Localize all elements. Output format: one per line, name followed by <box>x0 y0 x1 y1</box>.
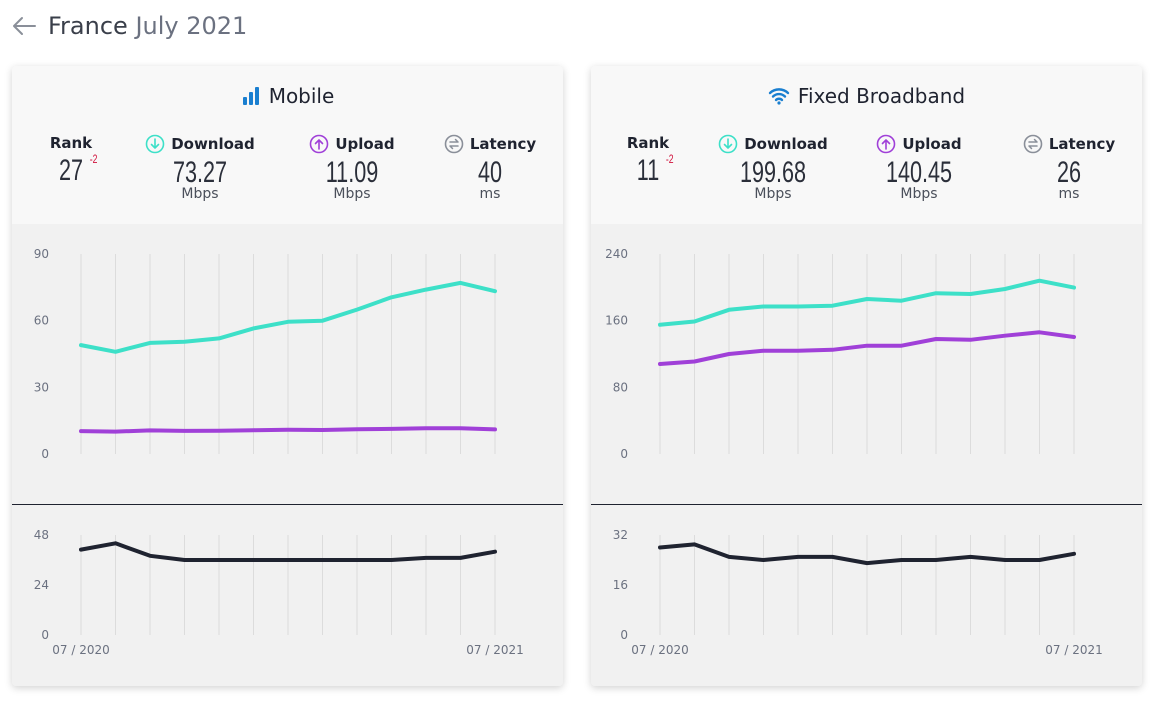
latency-value: 40 <box>477 156 503 189</box>
download-series-line <box>79 280 497 354</box>
wifi-icon <box>768 88 790 105</box>
signal-bars-icon <box>242 87 259 105</box>
download-value: 199.68 <box>739 156 807 189</box>
rank-change: -2 <box>89 152 98 166</box>
y-tick-label: 0 <box>620 447 628 461</box>
latency-series-line <box>79 541 497 562</box>
rank-value: 27 <box>58 154 84 187</box>
latency-icon <box>1023 134 1043 154</box>
x-axis-start-label: 07 / 2020 <box>52 643 109 657</box>
fixed-card-title: Fixed Broadband <box>591 84 1142 108</box>
latency-icon <box>444 134 464 154</box>
y-tick-label: 32 <box>613 528 628 542</box>
country-name: France <box>48 12 128 40</box>
rank-stat: Rank 27 -2 <box>42 134 100 188</box>
page-header: France July 2021 <box>10 8 247 44</box>
rank-change: -2 <box>665 152 674 166</box>
mobile-chart: 0 30 60 90 0 24 48 07 / 2020 07 / 2021 <box>34 247 524 657</box>
rank-label: Rank <box>49 134 93 152</box>
download-unit: Mbps <box>181 186 219 202</box>
y-tick-label: 240 <box>605 247 628 261</box>
back-arrow-icon[interactable] <box>10 12 38 40</box>
y-tick-label: 0 <box>41 447 49 461</box>
download-unit: Mbps <box>754 186 792 202</box>
upload-unit: Mbps <box>900 186 938 202</box>
x-axis-end-label: 07 / 2021 <box>1045 643 1102 657</box>
upload-stat: Upload 140.45 Mbps <box>863 134 975 202</box>
rank-value: 11 <box>636 154 660 187</box>
latency-value: 26 <box>1056 156 1082 189</box>
y-tick-label: 30 <box>34 380 49 394</box>
fixed-chart: 0 80 160 240 0 16 32 07 / 2020 07 / 2021 <box>605 247 1103 657</box>
latency-stat: Latency 40 ms <box>432 134 548 202</box>
latency-unit: ms <box>1058 186 1080 202</box>
latency-label: Latency <box>469 135 537 153</box>
upload-value: 140.45 <box>885 156 953 189</box>
latency-stat: Latency 26 ms <box>1011 134 1127 202</box>
upload-label: Upload <box>335 135 395 153</box>
upload-series-line <box>79 426 497 434</box>
upload-stat: Upload 11.09 Mbps <box>296 134 408 202</box>
download-arrow-icon <box>145 134 165 154</box>
download-arrow-icon <box>718 134 738 154</box>
latency-label: Latency <box>1048 135 1116 153</box>
x-axis-end-label: 07 / 2021 <box>466 643 523 657</box>
card-title-text: Mobile <box>268 84 335 108</box>
y-tick-label: 60 <box>34 314 49 328</box>
download-label: Download <box>744 135 828 153</box>
fixed-summary: Fixed Broadband Rank 11 -2 Download 199.6… <box>591 66 1142 224</box>
mobile-summary: Mobile Rank 27 -2 Download 73.27 Mbps Upl… <box>12 66 563 224</box>
upload-value: 11.09 <box>325 156 379 189</box>
rank-label: Rank <box>626 134 670 152</box>
y-tick-label: 48 <box>34 528 49 542</box>
download-stat: Download 199.68 Mbps <box>713 134 833 202</box>
x-axis-start-label: 07 / 2020 <box>631 643 688 657</box>
y-tick-label: 160 <box>605 314 628 328</box>
fixed-card: Fixed Broadband Rank 11 -2 Download 199.6… <box>591 66 1142 686</box>
latency-unit: ms <box>479 186 501 202</box>
y-tick-label: 90 <box>34 247 49 261</box>
y-tick-label: 0 <box>41 628 49 642</box>
y-tick-label: 80 <box>613 380 628 394</box>
upload-unit: Mbps <box>333 186 371 202</box>
mobile-card-title: Mobile <box>12 84 563 108</box>
month-label: July 2021 <box>135 12 248 40</box>
download-value: 73.27 <box>172 156 228 189</box>
card-title-text: Fixed Broadband <box>797 84 966 108</box>
upload-arrow-icon <box>310 134 329 154</box>
latency-series-line <box>658 542 1076 566</box>
y-tick-label: 0 <box>620 628 628 642</box>
page-title: France July 2021 <box>48 12 247 40</box>
download-label: Download <box>171 135 255 153</box>
y-tick-label: 24 <box>34 578 49 592</box>
download-series-line <box>658 278 1076 327</box>
upload-series-line <box>658 330 1076 366</box>
rank-stat: Rank 11 -2 <box>619 134 677 188</box>
y-tick-label: 16 <box>613 578 628 592</box>
mobile-card: Mobile Rank 27 -2 Download 73.27 Mbps Upl… <box>12 66 563 686</box>
upload-label: Upload <box>902 135 962 153</box>
upload-arrow-icon <box>877 134 896 154</box>
download-stat: Download 73.27 Mbps <box>140 134 260 202</box>
